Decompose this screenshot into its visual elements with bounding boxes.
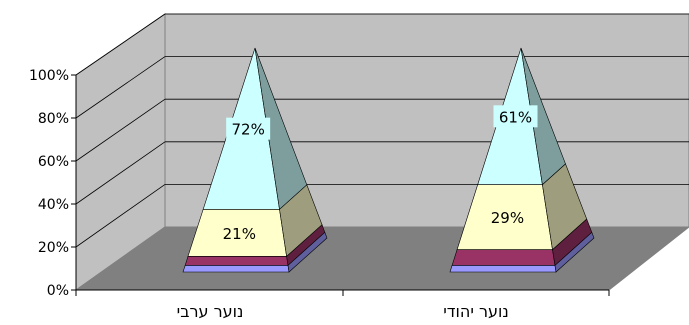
data-label: 61% bbox=[499, 108, 532, 126]
gridline-side bbox=[75, 184, 166, 248]
data-label: 29% bbox=[491, 209, 524, 227]
y-tick-label: 40% bbox=[38, 197, 69, 213]
pyramid-segment-front bbox=[184, 255, 289, 266]
y-tick-label: 100% bbox=[29, 68, 69, 84]
category-axis-ticks: נוער ערבי נוער יהודי bbox=[75, 290, 610, 321]
category-label: נוער ערבי bbox=[177, 302, 244, 321]
data-label: 72% bbox=[231, 121, 264, 139]
y-tick-label: 60% bbox=[38, 154, 69, 170]
data-label: 21% bbox=[223, 225, 256, 243]
data-label-background bbox=[226, 117, 271, 140]
data-label-background bbox=[485, 206, 530, 229]
gridline-side bbox=[75, 98, 166, 162]
gridline-side bbox=[75, 56, 166, 119]
pyramid-segment-front bbox=[449, 264, 557, 273]
pyramid-segment-front bbox=[182, 264, 290, 273]
floor bbox=[74, 226, 689, 291]
data-labels: 21% 72% 29% 61% bbox=[217, 105, 538, 244]
y-tick-label: 80% bbox=[38, 111, 69, 127]
chart-walls bbox=[74, 13, 689, 291]
data-label-background bbox=[217, 221, 262, 244]
gridline-side bbox=[75, 141, 166, 205]
y-tick-label: 0% bbox=[47, 283, 69, 299]
data-label-background bbox=[493, 105, 538, 128]
y-tick-label: 20% bbox=[38, 240, 69, 256]
gridline-side bbox=[75, 13, 166, 76]
category-label: נוער יהודי bbox=[443, 302, 509, 321]
value-axis-ticks: 0% 20% 40% 60% 80% 100% bbox=[29, 68, 76, 299]
pyramid-segment-front bbox=[451, 249, 556, 266]
